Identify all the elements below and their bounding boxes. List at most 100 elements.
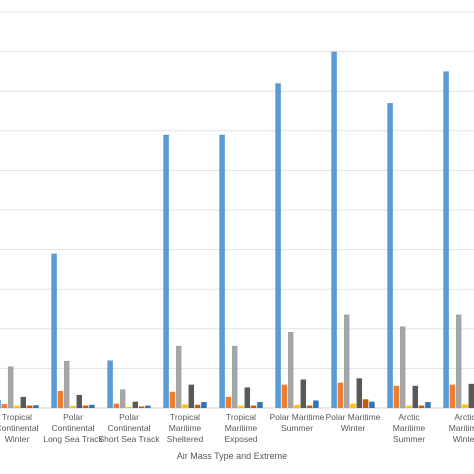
- x-tick-label-line: Tropical: [2, 412, 32, 422]
- bar-s5-c3: [132, 401, 139, 408]
- x-tick-label-line: Winter: [453, 434, 474, 444]
- bar-s6-c5: [250, 405, 257, 408]
- bar-s3-c8: [399, 326, 406, 408]
- bar-s1-c5: [219, 134, 225, 408]
- x-tick-label: Polar Maritime Winter: [326, 412, 381, 433]
- bar-s2-c5: [225, 396, 232, 408]
- bar-s5-c8: [412, 385, 419, 408]
- bar-s6-c8: [418, 405, 425, 408]
- x-tick-label: Arctic Maritime Summer: [393, 412, 426, 444]
- bar-s4-c5: [238, 405, 244, 408]
- bar-s7-c7: [369, 401, 375, 408]
- x-tick-label-line: Maritime: [449, 423, 474, 433]
- x-tick-label-line: Maritime: [225, 423, 258, 433]
- bar-s4-c6: [294, 404, 300, 408]
- x-axis-label: Air Mass Type and Extreme: [177, 451, 287, 461]
- bar-s3-c1: [7, 366, 14, 408]
- bar-s5-c7: [356, 378, 363, 408]
- x-tick-label-line: Winter: [341, 423, 366, 433]
- x-tick-label-line: Short Sea Track: [99, 434, 161, 444]
- bar-s4-c2: [70, 406, 76, 408]
- bars: [0, 51, 474, 409]
- bar-s1-c6: [275, 83, 281, 408]
- gridlines: [0, 11, 474, 409]
- bar-s1-c2: [51, 253, 57, 408]
- bar-s2-c4: [169, 391, 176, 408]
- x-tick-label-line: Maritime: [393, 423, 426, 433]
- bar-s5-c1: [20, 396, 27, 408]
- bar-s3-c4: [175, 345, 182, 408]
- bar-s3-c2: [63, 360, 70, 408]
- x-tick-label: Tropical Maritime Sheltered: [167, 412, 204, 444]
- x-tick-label: Tropical Maritime Exposed: [224, 412, 257, 444]
- x-tick-label-line: Polar: [119, 412, 139, 422]
- bar-s6-c1: [26, 405, 33, 408]
- bar-s7-c3: [145, 405, 151, 408]
- bar-s3-c9: [455, 314, 462, 408]
- x-tick-label-line: Tropical: [226, 412, 256, 422]
- bar-s4-c1: [14, 405, 20, 408]
- bar-s2-c7: [337, 382, 344, 408]
- bar-s4-c4: [182, 404, 188, 408]
- x-tick-label-line: Winter: [5, 434, 30, 444]
- x-tick-label-line: Summer: [281, 423, 313, 433]
- bar-s5-c9: [468, 383, 474, 408]
- x-tick-label-line: Sheltered: [167, 434, 204, 444]
- x-tick-label-line: Continental: [107, 423, 150, 433]
- bar-s7-c5: [257, 402, 263, 408]
- bar-s5-c2: [76, 394, 83, 408]
- bar-s6-c2: [82, 405, 89, 408]
- bar-s6-c7: [362, 399, 369, 408]
- bar-s1-c9: [443, 71, 449, 409]
- bar-s6-c6: [306, 405, 313, 408]
- x-tick-label: Polar Continental Long Sea Track: [43, 412, 103, 444]
- bar-s3-c6: [287, 331, 294, 408]
- bar-s1-c4: [163, 134, 169, 408]
- bar-s2-c6: [281, 384, 288, 408]
- bar-s1-c7: [331, 51, 337, 408]
- x-tick-label-line: Summer: [393, 434, 425, 444]
- bar-s4-c7: [350, 403, 356, 408]
- bar-s3-c7: [343, 314, 350, 408]
- bar-s6-c4: [194, 404, 201, 408]
- bar-s2-c3: [113, 403, 120, 408]
- x-tick-label: Polar Maritime Summer: [270, 412, 325, 433]
- bar-s7-c8: [425, 402, 431, 408]
- bar-s4-c3: [126, 406, 132, 408]
- bar-s7-c2: [89, 404, 95, 408]
- x-tick-label: Polar Continental Short Sea Track: [99, 412, 161, 444]
- bar-s6-c3: [138, 406, 145, 408]
- bar-s5-c4: [188, 384, 195, 408]
- x-tick-label-line: Maritime: [169, 423, 202, 433]
- x-tick-label-line: Arctic: [454, 412, 474, 422]
- x-tick-label: TropicalContinentalWinter: [0, 412, 39, 444]
- bar-s3-c5: [231, 345, 238, 408]
- x-tick-label-line: Long Sea Track: [43, 434, 103, 444]
- bar-s2-c9: [449, 384, 456, 408]
- bar-s1-c1: [0, 400, 1, 408]
- bar-s4-c9: [462, 404, 468, 408]
- x-tick-label-line: Polar Maritime: [270, 412, 325, 422]
- bar-s2-c2: [57, 390, 64, 408]
- x-tick-label-line: Polar Maritime: [326, 412, 381, 422]
- bar-s5-c6: [300, 379, 307, 408]
- x-tick-label-line: Arctic: [398, 412, 420, 422]
- bar-s1-c8: [387, 103, 393, 408]
- bar-s4-c8: [406, 405, 412, 408]
- bar-s1-c3: [107, 360, 113, 408]
- x-tick-label-line: Continental: [51, 423, 94, 433]
- x-tick-label-line: Exposed: [224, 434, 257, 444]
- bar-s5-c5: [244, 387, 251, 408]
- bar-s7-c1: [33, 405, 39, 408]
- bar-s7-c6: [313, 400, 319, 408]
- x-tick-label-line: Continental: [0, 423, 39, 433]
- x-tick-label: ArcticMaritimeWinter: [449, 412, 474, 444]
- bar-s3-c3: [119, 389, 126, 408]
- x-tick-label-line: Tropical: [170, 412, 200, 422]
- bar-s2-c1: [1, 404, 8, 408]
- x-tick-labels: TropicalContinentalWinterPolarContinenta…: [0, 412, 474, 444]
- bar-s2-c8: [393, 385, 400, 408]
- bar-s7-c4: [201, 402, 207, 408]
- x-tick-label-line: Polar: [63, 412, 83, 422]
